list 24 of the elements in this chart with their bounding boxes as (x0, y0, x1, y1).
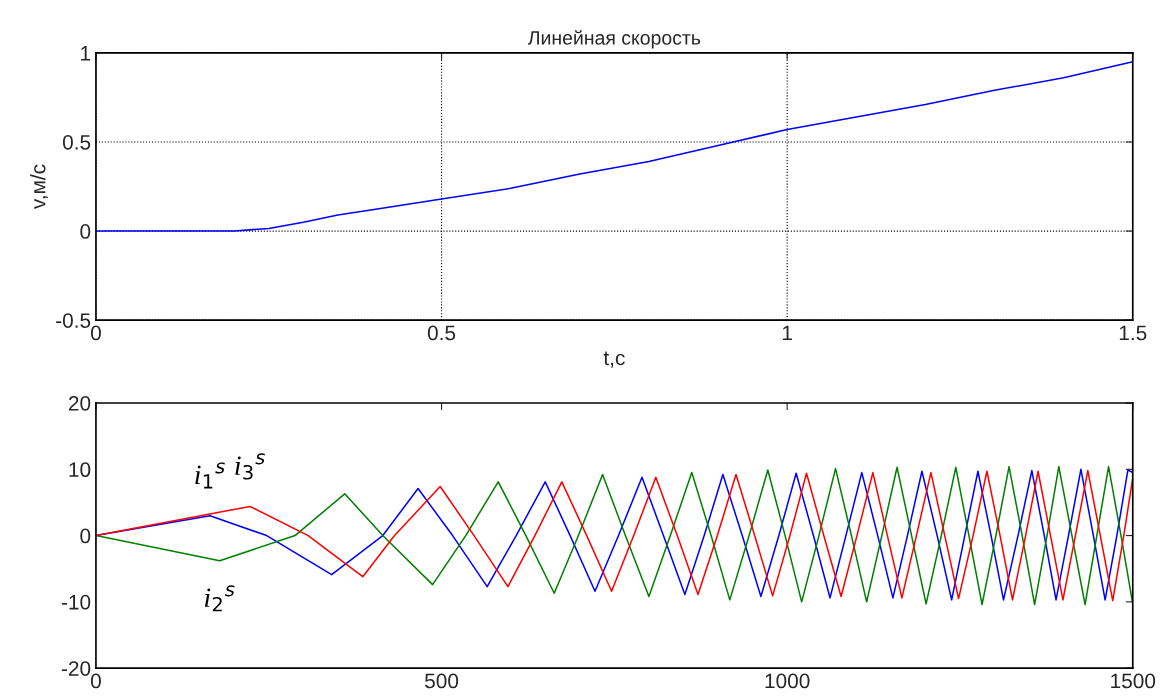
y-tick-label: -0.5 (56, 313, 91, 328)
x-tick-label: 1 (782, 325, 792, 341)
x-tick-label: 1000 (765, 673, 810, 689)
x-tick-label: 1.5 (1119, 325, 1147, 341)
y-tick-label: -10 (61, 594, 91, 610)
line-series (95, 61, 1133, 232)
y-axis-title: v,м/c (30, 164, 48, 210)
y-tick-label: 10 (69, 462, 91, 478)
x-tick-label: 0.5 (427, 325, 456, 341)
y-tick-label: 20 (68, 395, 91, 411)
y-tick-label: 0 (80, 224, 91, 239)
x-tick-label: 500 (425, 673, 459, 689)
series-label: i$_{2}$$^{s}$ (204, 585, 235, 612)
y-tick-label: 0.5 (62, 134, 91, 150)
x-tick-label: 0 (90, 325, 101, 341)
series-label: i$_{1}$$^{s}$ (195, 462, 225, 489)
x-axis-title: t,c (603, 351, 625, 368)
x-tick-label: 1500 (1111, 673, 1156, 689)
y-tick-label: -20 (61, 661, 91, 676)
y-tick-label: 0 (80, 528, 91, 544)
series-label: i$_{3}$$^{s}$ (235, 453, 265, 480)
x-tick-label: 0 (90, 673, 101, 689)
y-tick-label: 1 (81, 46, 91, 61)
chart-title: Линейная скорость (527, 30, 701, 49)
